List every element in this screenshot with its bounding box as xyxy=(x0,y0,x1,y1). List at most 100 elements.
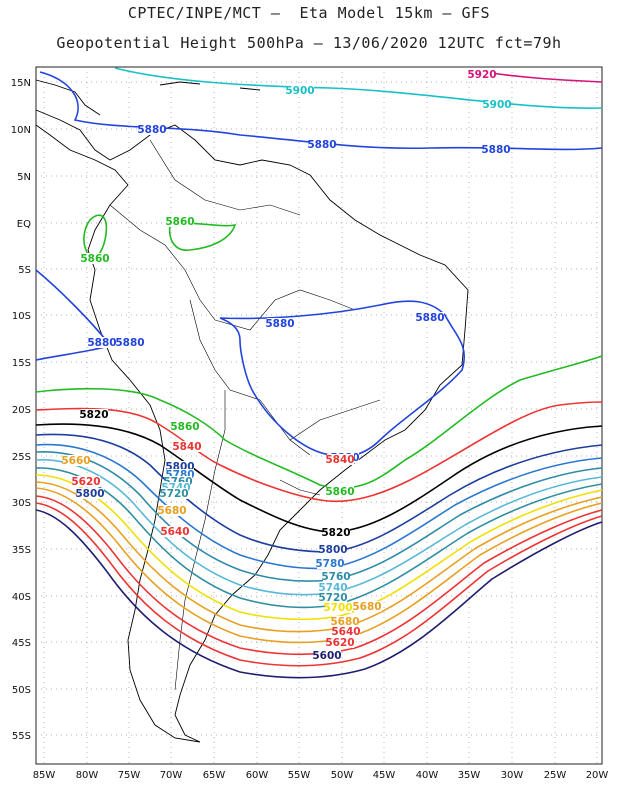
contour-5860-label: 5860 xyxy=(165,216,194,228)
contour-5840-label: 5840 xyxy=(172,441,201,453)
contour-label-bg xyxy=(333,626,360,637)
contour-5880-line xyxy=(219,300,466,458)
contour-5860-line xyxy=(168,222,237,251)
contour-label-bg xyxy=(483,144,510,155)
lat-tick-label: 30S xyxy=(12,498,31,509)
contour-5860-line xyxy=(83,214,108,259)
contour-5880-label: 5880 xyxy=(87,337,116,349)
contour-label-bg xyxy=(117,337,144,348)
lon-tick-label: 50W xyxy=(331,770,354,781)
contour-5880-label: 5880 xyxy=(115,337,144,349)
central-america-coast xyxy=(35,79,101,116)
contour-label-bg xyxy=(165,476,192,487)
lon-tick-label: 25W xyxy=(544,770,567,781)
contour-label-bg xyxy=(167,216,194,227)
contour-5820-label: 5820 xyxy=(321,527,350,539)
contour-label-bg xyxy=(325,602,352,613)
contour-5720-line xyxy=(35,467,603,609)
lon-tick-label: 30W xyxy=(501,770,524,781)
lon-tick-label: 20W xyxy=(586,770,609,781)
contour-label-bg xyxy=(320,592,347,603)
contour-label-bg xyxy=(167,469,194,480)
lon-tick-label: 80W xyxy=(76,770,99,781)
contour-5660-line xyxy=(35,487,603,644)
lon-tick-label: 60W xyxy=(246,770,269,781)
lat-tick-label: 55S xyxy=(12,731,31,742)
contour-5880-label: 5880 xyxy=(265,318,294,330)
contour-label-bg xyxy=(469,69,496,80)
contour-label-bg xyxy=(320,582,347,593)
lat-tick-label: 45S xyxy=(12,638,31,649)
country-borders xyxy=(109,139,381,691)
contour-5780-line xyxy=(35,443,603,570)
lon-tick-label: 45W xyxy=(373,770,396,781)
contour-5900-line xyxy=(114,67,603,109)
lat-tick-label: 10N xyxy=(11,125,31,136)
latitude-labels: 15N 10N 5N EQ 5S 10S 15S 20S 25S 30S 35S 40S 45S 50S 5… xyxy=(11,78,31,742)
contour-5880-line xyxy=(39,71,603,151)
contour-label-bg xyxy=(314,650,341,661)
contour-label-bg xyxy=(163,482,190,493)
contour-5740-line xyxy=(35,459,603,596)
contour-5900-label: 5900 xyxy=(482,99,511,111)
contour-5860-label: 5860 xyxy=(170,421,199,433)
contour-5840-label: 5840 xyxy=(325,454,354,466)
contour-label-bg xyxy=(174,441,201,452)
lon-tick-label: 55W xyxy=(288,770,311,781)
contour-label-bg xyxy=(73,476,100,487)
lat-tick-label: 35S xyxy=(12,545,31,556)
lon-tick-label: 85W xyxy=(33,770,56,781)
contour-label-bg xyxy=(172,421,199,432)
contour-label-bg xyxy=(162,526,189,537)
contour-5800-label: 5800 xyxy=(318,544,347,556)
lat-tick-label: 50S xyxy=(12,685,31,696)
contour-label-bg xyxy=(323,571,350,582)
lon-tick-label: 65W xyxy=(203,770,226,781)
contour-label-bg xyxy=(317,558,344,569)
contour-label-bg xyxy=(320,544,347,555)
contour-5680-label: 5680 xyxy=(352,601,381,613)
contour-5860-line xyxy=(35,355,603,489)
contour-5800-label: 5800 xyxy=(75,488,104,500)
map-frame xyxy=(35,66,603,765)
title-line-2: Geopotential Height 500hPa – 13/06/2020 … xyxy=(56,34,562,52)
contour-label-bg xyxy=(89,337,116,348)
contour-5680-label: 5680 xyxy=(330,616,359,628)
contour-label-bg xyxy=(332,616,359,627)
contour-5860-label: 5860 xyxy=(80,253,109,265)
contour-5780-label: 5780 xyxy=(315,558,344,570)
contour-5720-label: 5720 xyxy=(159,488,188,500)
contour-5880-label: 5880 xyxy=(481,144,510,156)
contour-5700-line xyxy=(35,474,603,621)
contour-label-bg xyxy=(309,139,336,150)
lat-tick-label: 15N xyxy=(11,78,31,89)
lat-tick-label: 25S xyxy=(12,452,31,463)
contour-label-bg xyxy=(287,85,314,96)
contour-5720-label: 5720 xyxy=(318,592,347,604)
longitude-labels: 85W 80W 75W 70W 65W 60W 55W 50W 45W 40W 35W 30W 25W 2… xyxy=(33,770,609,781)
contour-label-bg xyxy=(327,486,354,497)
lat-tick-label: 5S xyxy=(18,265,31,276)
contour-label-bg xyxy=(484,99,511,110)
lat-tick-label: 10S xyxy=(12,311,31,322)
lat-tick-label: 5N xyxy=(17,172,31,183)
contour-5860-label: 5860 xyxy=(325,486,354,498)
contour-5640-label: 5640 xyxy=(160,526,189,538)
contour-label-bg xyxy=(354,601,381,612)
contour-5880-label: 5880 xyxy=(415,312,444,324)
lat-tick-label: 15S xyxy=(12,358,31,369)
contour-5640-label: 5640 xyxy=(331,626,360,638)
contour-label-bg xyxy=(323,527,350,538)
contour-label-bg xyxy=(417,312,444,323)
lat-tick-label: 20S xyxy=(12,405,31,416)
contour-5820-label: 5820 xyxy=(79,409,108,421)
lon-tick-label: 40W xyxy=(416,770,439,781)
contour-5880-label: 5880 xyxy=(307,139,336,151)
contour-5620-label: 5620 xyxy=(325,637,354,649)
contour-5840-line xyxy=(35,401,603,503)
contour-5640-line xyxy=(35,495,603,656)
contour-5680-label: 5680 xyxy=(157,505,186,517)
contour-5740-label: 5740 xyxy=(318,582,347,594)
contour-5760-line xyxy=(35,451,603,582)
